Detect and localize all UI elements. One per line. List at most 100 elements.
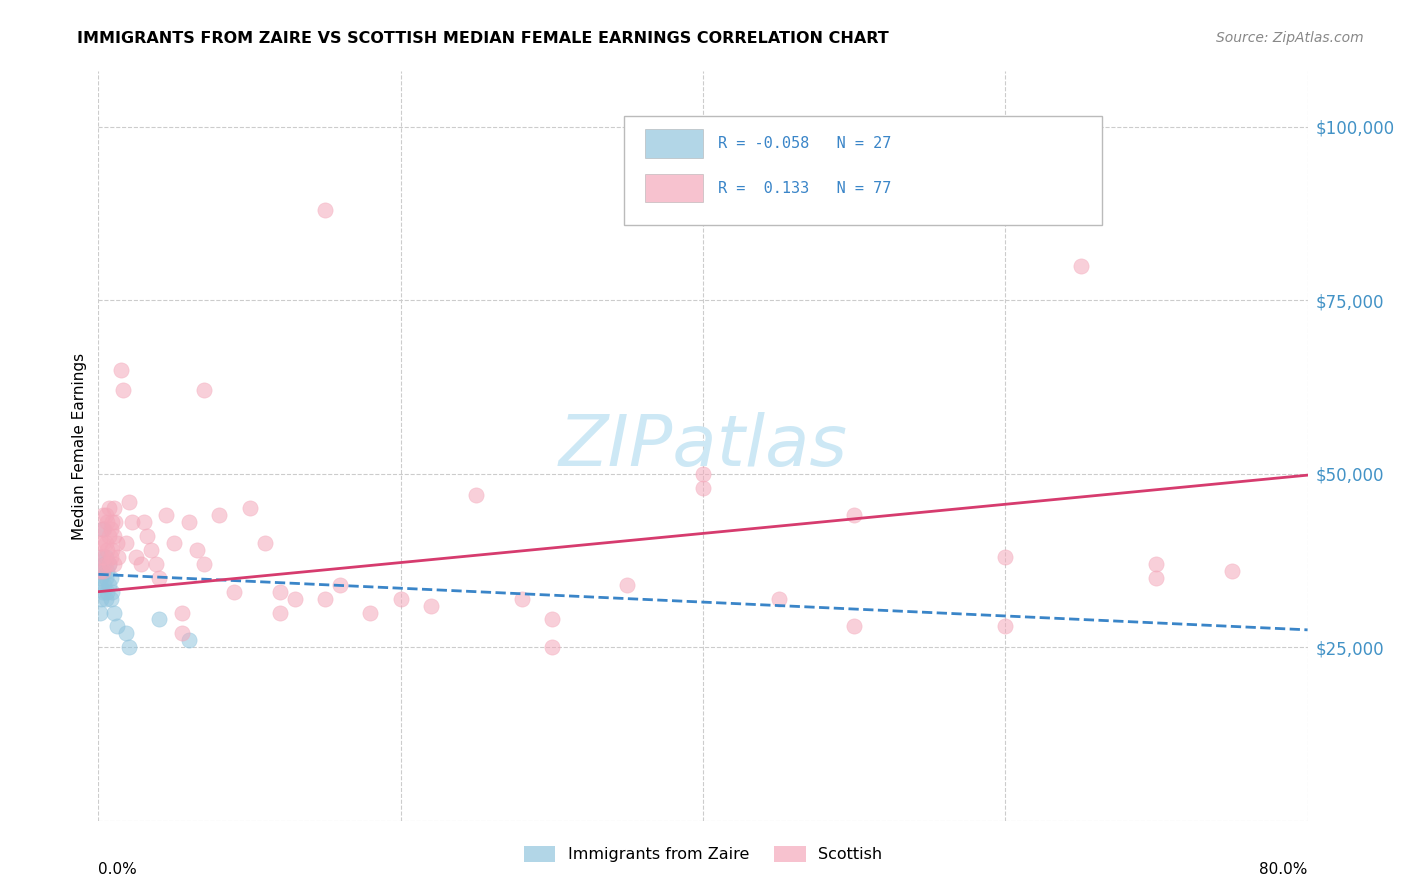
Point — [193, 557, 215, 571]
Point — [100, 571, 122, 585]
Point — [96, 584, 118, 599]
Point — [121, 516, 143, 530]
Point — [91, 508, 114, 523]
Text: Source: ZipAtlas.com: Source: ZipAtlas.com — [1216, 31, 1364, 45]
Point — [98, 529, 121, 543]
Point — [91, 584, 114, 599]
Point — [103, 529, 125, 543]
Point — [540, 640, 562, 655]
Point — [94, 508, 117, 523]
Point — [105, 536, 128, 550]
Point — [94, 557, 117, 571]
Point — [89, 564, 111, 578]
Point — [465, 487, 488, 501]
FancyBboxPatch shape — [624, 116, 1102, 225]
Point — [100, 591, 122, 606]
Point — [94, 536, 117, 550]
Point — [141, 543, 163, 558]
Point — [994, 619, 1017, 633]
Point — [90, 549, 112, 564]
Point — [98, 557, 121, 571]
Point — [129, 557, 152, 571]
Y-axis label: Median Female Earnings: Median Female Earnings — [72, 352, 87, 540]
Point — [224, 584, 246, 599]
Text: 0.0%: 0.0% — [98, 862, 138, 877]
Text: ZIPatlas: ZIPatlas — [558, 411, 848, 481]
Point — [179, 633, 201, 648]
Point — [93, 549, 115, 564]
Point — [1070, 259, 1092, 273]
Point — [510, 591, 533, 606]
Point — [104, 516, 127, 530]
Point — [118, 494, 141, 508]
Point — [170, 626, 193, 640]
Point — [269, 606, 291, 620]
Point — [692, 481, 714, 495]
Point — [1144, 557, 1167, 571]
Point — [135, 529, 157, 543]
Point — [1220, 564, 1243, 578]
Point — [105, 619, 128, 633]
Point — [107, 549, 129, 564]
Point — [994, 549, 1017, 564]
Text: 80.0%: 80.0% — [1260, 862, 1308, 877]
Point — [314, 591, 336, 606]
Point — [114, 536, 136, 550]
Point — [145, 557, 167, 571]
Point — [91, 536, 114, 550]
Point — [91, 564, 114, 578]
Point — [103, 501, 125, 516]
Text: R =  0.133   N = 77: R = 0.133 N = 77 — [717, 181, 891, 195]
Point — [91, 522, 114, 536]
Point — [96, 564, 118, 578]
Point — [125, 549, 148, 564]
Point — [103, 557, 125, 571]
Point — [98, 578, 121, 592]
Point — [100, 549, 122, 564]
Point — [103, 606, 125, 620]
Point — [692, 467, 714, 481]
Point — [148, 571, 170, 585]
Point — [89, 578, 111, 592]
Point — [90, 522, 112, 536]
Text: IMMIGRANTS FROM ZAIRE VS SCOTTISH MEDIAN FEMALE EARNINGS CORRELATION CHART: IMMIGRANTS FROM ZAIRE VS SCOTTISH MEDIAN… — [77, 31, 889, 46]
Point — [768, 591, 790, 606]
Point — [89, 536, 111, 550]
Point — [90, 549, 112, 564]
Point — [90, 591, 112, 606]
Point — [93, 578, 115, 592]
Point — [193, 384, 215, 398]
Point — [93, 522, 115, 536]
Point — [284, 591, 307, 606]
Point — [94, 571, 117, 585]
Point — [148, 612, 170, 626]
Point — [844, 508, 866, 523]
Point — [208, 508, 231, 523]
Point — [918, 120, 941, 134]
Point — [163, 536, 186, 550]
Point — [170, 606, 193, 620]
Point — [91, 564, 114, 578]
Point — [179, 516, 201, 530]
Point — [1144, 571, 1167, 585]
Point — [89, 564, 111, 578]
Point — [101, 584, 124, 599]
Point — [186, 543, 208, 558]
Point — [98, 501, 121, 516]
Point — [114, 626, 136, 640]
Point — [132, 516, 155, 530]
Bar — [645, 129, 703, 158]
Point — [94, 591, 117, 606]
Point — [844, 619, 866, 633]
Point — [616, 578, 638, 592]
Point — [111, 384, 134, 398]
Point — [155, 508, 177, 523]
Point — [98, 557, 121, 571]
Point — [96, 516, 118, 530]
Point — [100, 522, 122, 536]
Point — [101, 543, 124, 558]
Bar — [645, 174, 703, 202]
Point — [314, 203, 336, 218]
Point — [360, 606, 382, 620]
Point — [90, 571, 112, 585]
